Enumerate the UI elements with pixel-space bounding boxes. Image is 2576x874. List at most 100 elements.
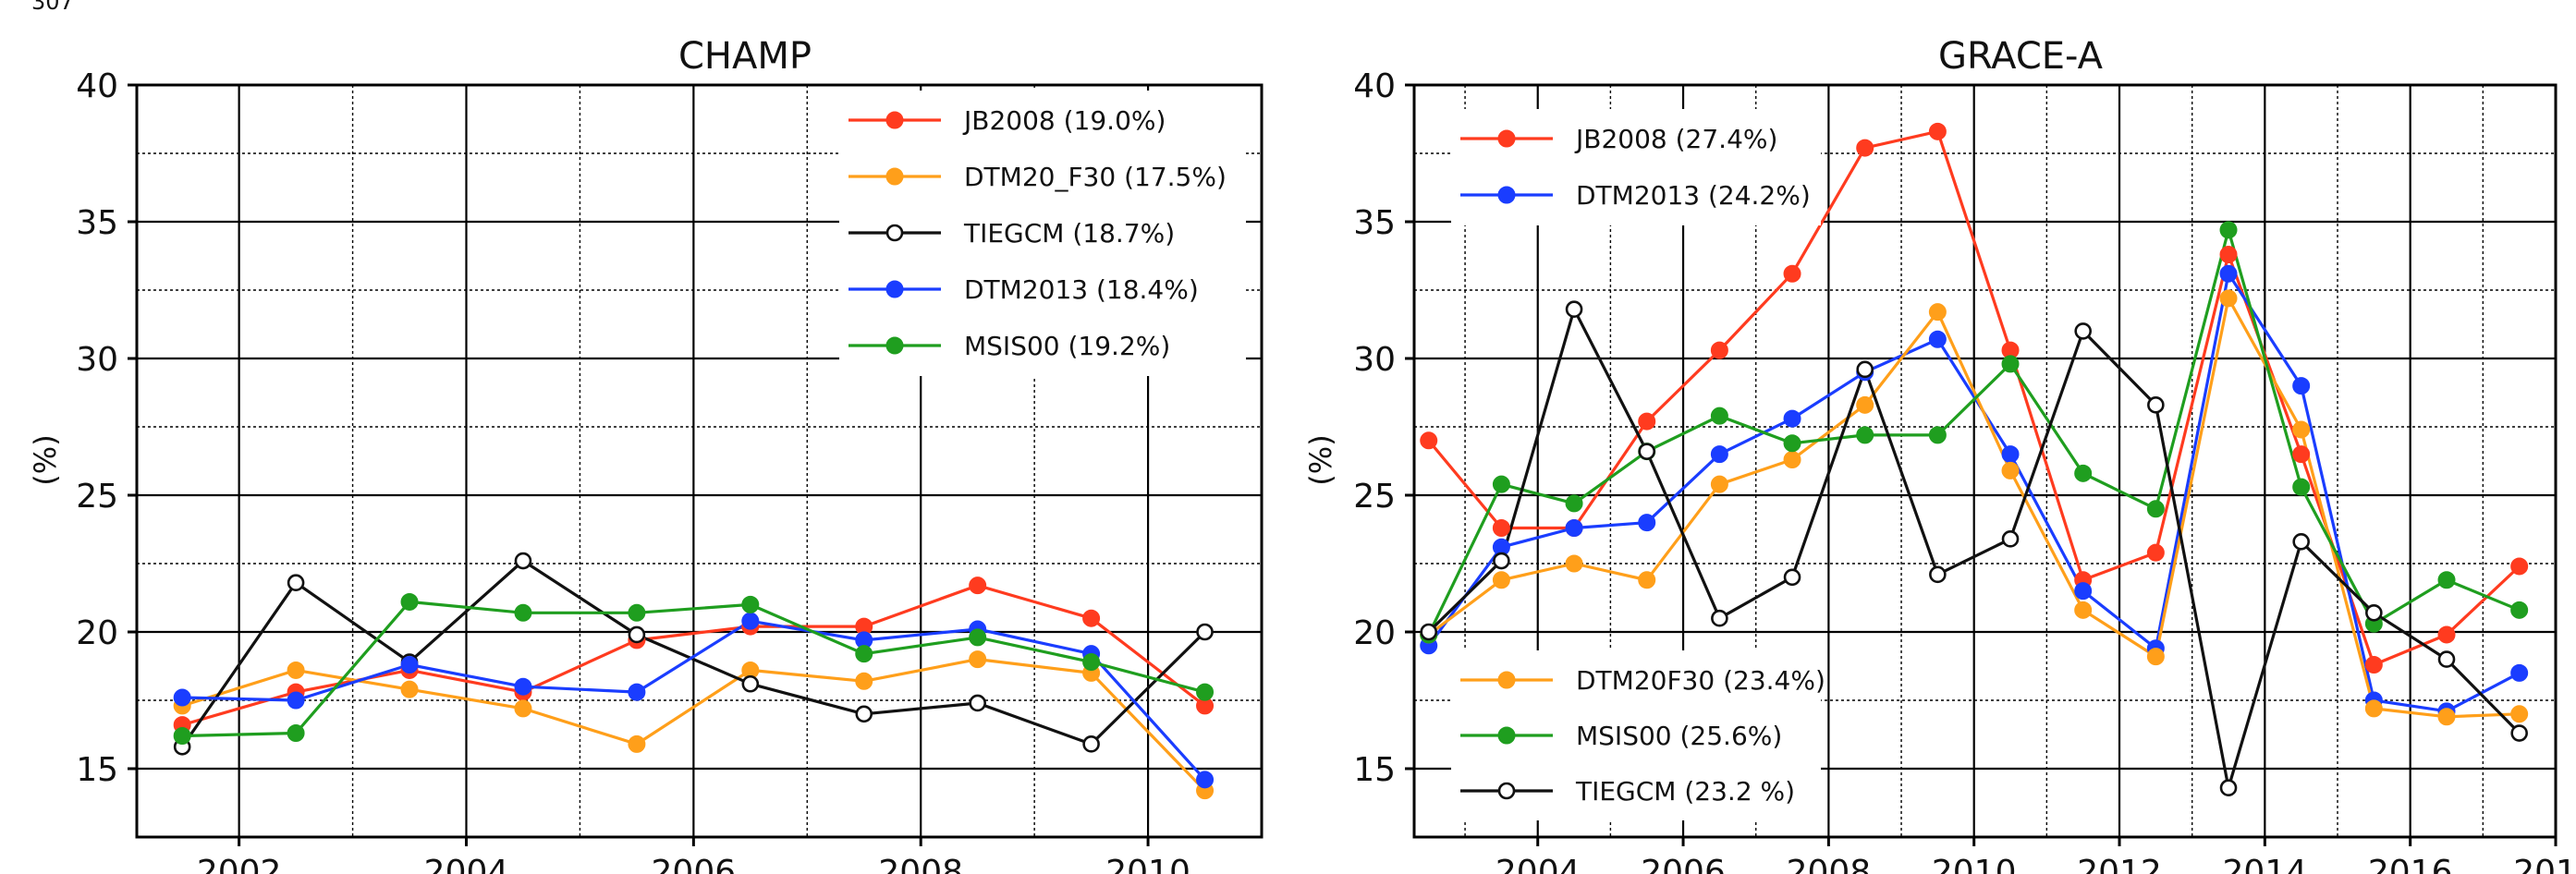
data-point (741, 612, 760, 630)
data-point (1082, 735, 1100, 753)
data-point (855, 672, 873, 690)
legend-swatch-marker (1497, 782, 1516, 800)
data-point (2365, 603, 2383, 622)
data-point (2146, 500, 2165, 518)
legend-swatch-marker (885, 280, 904, 298)
chart-title: GRACE-A (1938, 35, 2104, 78)
legend-swatch-marker (1497, 186, 1516, 204)
data-point (2147, 396, 2165, 414)
axes-frame (1412, 83, 2558, 839)
y-tick-label: 40 (76, 67, 118, 105)
legend: JB2008 (27.4%) DTM2013 (24.2%) DTM20F30 (2… (1451, 109, 1825, 820)
data-point (2364, 656, 2383, 674)
data-point (1082, 609, 1101, 627)
data-point (2146, 648, 2165, 666)
data-point (2510, 724, 2528, 742)
x-tick-label: 2012 (2077, 854, 2162, 874)
data-point (2074, 601, 2093, 619)
legend-label: DTM20_F30 (17.5%) (964, 162, 1227, 192)
data-point (628, 625, 646, 644)
data-point (1783, 409, 1801, 428)
header-fragment: 307 (31, 0, 74, 15)
data-point (287, 691, 305, 710)
data-point (1492, 571, 1510, 589)
y-tick-label: 20 (1353, 614, 1396, 652)
data-point (2219, 779, 2238, 797)
data-point (969, 650, 987, 669)
series-line (181, 657, 1206, 792)
x-tick-label: 2016 (2368, 854, 2453, 874)
data-point (628, 683, 646, 701)
data-point (1493, 552, 1510, 570)
legend-label: JB2008 (27.4%) (1574, 124, 1777, 154)
data-point (1783, 568, 1801, 587)
data-point (2219, 289, 2238, 308)
data-point (1565, 519, 1583, 538)
legend-swatch-marker (885, 224, 904, 242)
legend-swatch-marker (885, 167, 904, 186)
data-point (400, 680, 419, 698)
data-point (1638, 443, 1656, 460)
series-line (182, 619, 1206, 781)
data-point (1928, 330, 1947, 348)
data-point (741, 595, 760, 613)
data-point (1929, 565, 1947, 584)
legend-swatch-marker (1497, 726, 1516, 745)
data-point (855, 645, 873, 663)
data-point (1710, 475, 1728, 493)
data-point (514, 699, 532, 718)
data-point (1492, 475, 1510, 493)
x-tick-label: 2010 (1932, 854, 2017, 874)
data-point (1638, 571, 1656, 589)
x-tick-label: 2006 (1641, 854, 1726, 874)
data-point (1928, 303, 1947, 322)
data-point (741, 674, 760, 693)
data-point (1710, 341, 1728, 359)
series-line (180, 559, 1206, 748)
y-axis-label: (%) (1303, 434, 1338, 485)
data-point (1856, 426, 1874, 444)
data-point (1565, 554, 1583, 573)
x-tick-label: 2008 (1787, 854, 1872, 874)
series-line (1427, 308, 2521, 790)
y-tick-label: 20 (76, 614, 118, 652)
data-point (2437, 571, 2456, 589)
data-point (2219, 221, 2238, 239)
data-point (1420, 623, 1438, 641)
x-tick-label: 2004 (424, 854, 509, 874)
y-tick-label: 30 (76, 341, 118, 379)
axes-frame (135, 83, 1264, 839)
chart-title: CHAMP (678, 35, 812, 78)
data-point (287, 574, 305, 592)
data-point (2219, 246, 2238, 264)
data-point (514, 603, 532, 622)
data-point (2510, 705, 2529, 723)
data-point (1196, 623, 1214, 641)
data-point (514, 677, 532, 696)
series-line (1427, 297, 2520, 719)
legend-swatch-marker (1497, 129, 1516, 148)
data-point (2437, 650, 2456, 668)
data-point (173, 688, 191, 707)
data-point (1420, 431, 1438, 450)
data-point (2292, 377, 2311, 395)
data-point (2001, 355, 2020, 373)
data-point (1565, 300, 1583, 319)
data-point (628, 734, 646, 753)
data-point (1565, 494, 1583, 513)
data-point (1082, 653, 1101, 672)
data-point (628, 603, 646, 622)
x-tick-label: 2002 (197, 854, 282, 874)
data-point (1856, 395, 1874, 414)
y-tick-label: 25 (76, 478, 118, 516)
data-point (1711, 609, 1728, 627)
data-point (1856, 360, 1874, 379)
legend-background (1451, 109, 1821, 225)
chart-champ: CHAMP (%) JB2008 (19.0%) DTM20_F30 (17.5%… (28, 35, 1264, 874)
y-tick-label: 35 (1353, 204, 1396, 242)
y-tick-label: 15 (1353, 751, 1396, 789)
data-point (2510, 557, 2529, 576)
data-point (855, 705, 873, 723)
data-point (2001, 530, 2020, 548)
